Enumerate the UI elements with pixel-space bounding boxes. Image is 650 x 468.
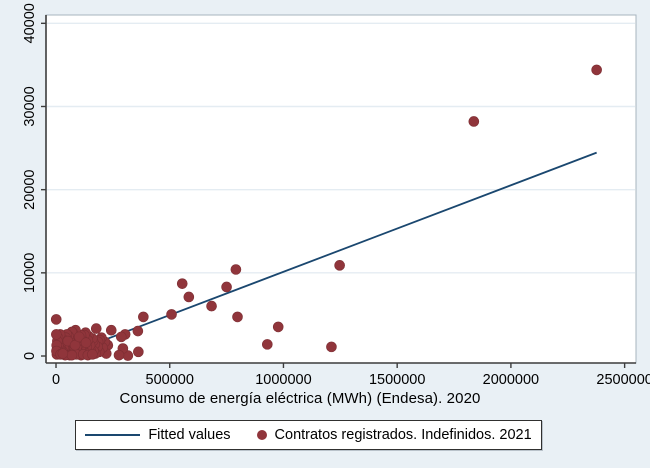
x-tick-label: 1500000 [369,372,425,388]
scatter-point [272,321,284,333]
legend-label-fitted-values: Fitted values [148,427,231,443]
scatter-point [51,329,62,340]
x-tick-label: 0 [52,372,60,388]
scatter-dot-swatch-icon [256,430,267,440]
scatter-point [232,311,243,323]
scatter-point [334,260,345,271]
scatter-point [80,337,92,349]
scatter-point [132,325,144,337]
scatter-point [591,64,602,76]
x-tick-label: 2000000 [483,372,539,388]
y-tick-label: 40000 [22,3,38,43]
x-tick-label: 500000 [146,372,194,388]
scatter-point [87,349,98,360]
scatter-point [90,323,102,334]
scatter-point [50,314,62,325]
scatter-point [221,281,232,293]
scatter-point [326,341,337,353]
scatter-point [206,300,217,312]
legend-label-contratos: Contratos registrados. Indefinidos. 2021 [274,427,532,443]
scatter-point [113,349,125,361]
legend: Fitted values Contratos registrados. Ind… [75,420,542,450]
x-tick-label: 2500000 [596,372,650,388]
fitted-line [55,151,597,360]
scatter-point [166,309,177,320]
scatter-point [262,339,273,350]
scatter-point [138,311,149,323]
scatter-point [73,331,85,343]
scatter-point [133,346,144,358]
scatter-point [57,348,69,359]
legend-entry-fitted-values: Fitted values [85,427,231,443]
scatter-point [176,278,188,289]
scatter-point [115,331,127,343]
fitted-line-swatch-icon [85,434,141,436]
scatter-point [230,264,242,275]
y-tick-label: 0 [22,352,38,360]
y-tick-label: 20000 [22,170,38,210]
x-tick-label: 1000000 [255,372,311,388]
legend-entry-contratos: Contratos registrados. Indefinidos. 2021 [239,427,532,443]
scatter-point [468,116,480,127]
scatter-point [66,349,78,361]
y-tick-label: 30000 [22,86,38,126]
y-tick-label: 10000 [22,253,38,293]
scatter-point [183,291,195,303]
x-axis-title: Consumo de energía eléctrica (MWh) (Ende… [119,390,481,407]
scatter-point [105,324,117,336]
